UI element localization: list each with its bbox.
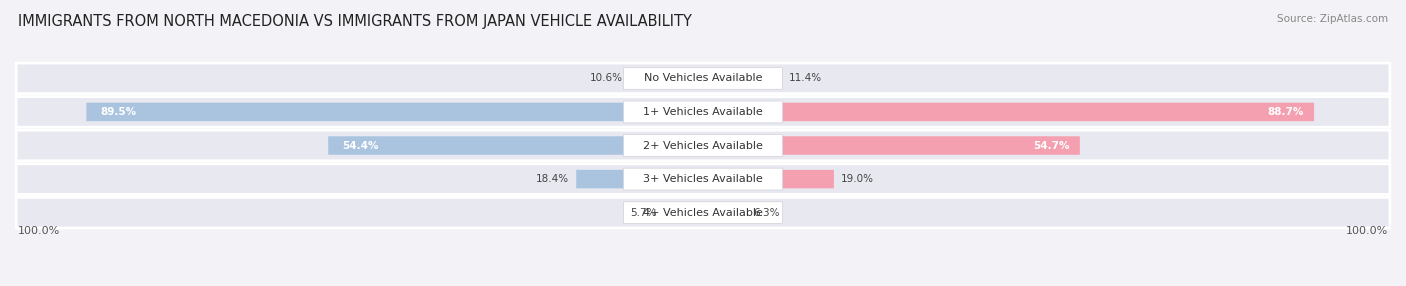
FancyBboxPatch shape xyxy=(782,136,1080,155)
Text: 10.6%: 10.6% xyxy=(591,73,623,83)
Text: 11.4%: 11.4% xyxy=(789,73,821,83)
FancyBboxPatch shape xyxy=(782,103,1315,121)
FancyBboxPatch shape xyxy=(576,170,624,188)
Text: 1+ Vehicles Available: 1+ Vehicles Available xyxy=(643,107,763,117)
FancyBboxPatch shape xyxy=(623,67,783,89)
Text: 89.5%: 89.5% xyxy=(100,107,136,117)
FancyBboxPatch shape xyxy=(623,168,783,190)
FancyBboxPatch shape xyxy=(782,170,834,188)
Text: 3+ Vehicles Available: 3+ Vehicles Available xyxy=(643,174,763,184)
FancyBboxPatch shape xyxy=(623,202,783,224)
FancyBboxPatch shape xyxy=(15,97,1391,127)
FancyBboxPatch shape xyxy=(328,136,624,155)
FancyBboxPatch shape xyxy=(15,197,1391,228)
Text: 18.4%: 18.4% xyxy=(536,174,569,184)
Text: 100.0%: 100.0% xyxy=(1347,227,1389,237)
Text: 88.7%: 88.7% xyxy=(1267,107,1303,117)
FancyBboxPatch shape xyxy=(15,164,1391,194)
FancyBboxPatch shape xyxy=(623,135,783,156)
Text: 6.3%: 6.3% xyxy=(754,208,780,218)
Text: Source: ZipAtlas.com: Source: ZipAtlas.com xyxy=(1277,14,1388,24)
Text: IMMIGRANTS FROM NORTH MACEDONIA VS IMMIGRANTS FROM JAPAN VEHICLE AVAILABILITY: IMMIGRANTS FROM NORTH MACEDONIA VS IMMIG… xyxy=(18,14,692,29)
FancyBboxPatch shape xyxy=(86,103,624,121)
Text: No Vehicles Available: No Vehicles Available xyxy=(644,73,762,83)
Text: 100.0%: 100.0% xyxy=(17,227,59,237)
FancyBboxPatch shape xyxy=(15,63,1391,94)
FancyBboxPatch shape xyxy=(15,130,1391,161)
Text: 54.7%: 54.7% xyxy=(1033,140,1070,150)
Text: 5.7%: 5.7% xyxy=(630,208,657,218)
FancyBboxPatch shape xyxy=(624,203,664,222)
Text: 2+ Vehicles Available: 2+ Vehicles Available xyxy=(643,140,763,150)
FancyBboxPatch shape xyxy=(623,101,783,123)
FancyBboxPatch shape xyxy=(624,69,630,88)
FancyBboxPatch shape xyxy=(747,203,782,222)
Text: 19.0%: 19.0% xyxy=(841,174,873,184)
Text: 4+ Vehicles Available: 4+ Vehicles Available xyxy=(643,208,763,218)
Text: 54.4%: 54.4% xyxy=(342,140,378,150)
